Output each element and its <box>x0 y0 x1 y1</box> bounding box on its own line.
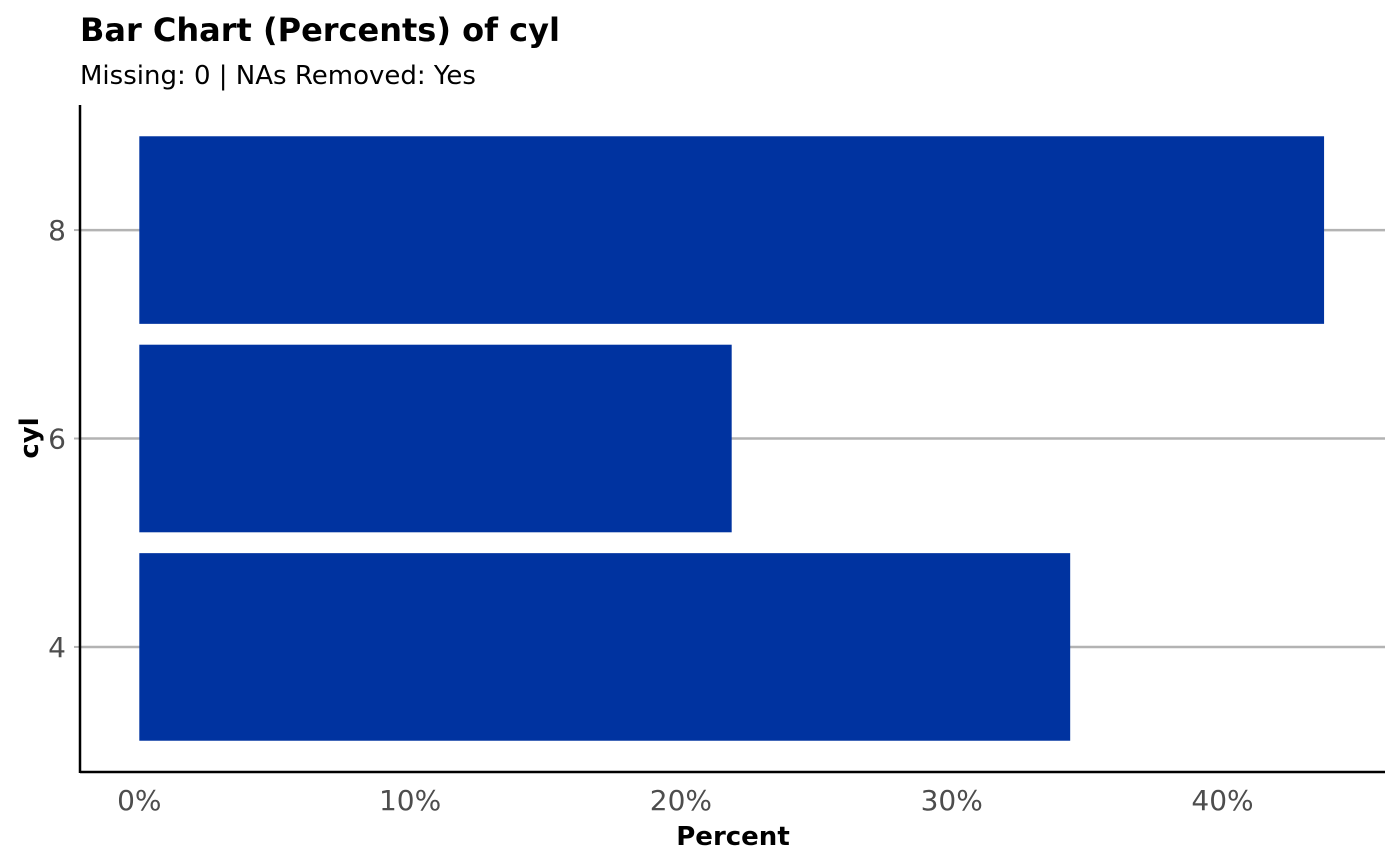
y-tick-label-8: 8 <box>48 214 66 247</box>
x-tick-label-10: 10% <box>379 784 441 817</box>
x-tick-label-30: 30% <box>921 784 983 817</box>
y-tick-label-4: 4 <box>48 631 66 664</box>
bars <box>139 136 1325 741</box>
bar-6 <box>139 344 732 533</box>
x-tick-label-40: 40% <box>1191 784 1253 817</box>
bar-4 <box>139 553 1071 741</box>
x-tick-label-0: 0% <box>117 784 161 817</box>
y-axis-title: cyl <box>15 417 45 458</box>
axes: 4 6 8 0% 10% 20% 30% 40% <box>48 105 1385 817</box>
chart-title: Bar Chart (Percents) of cyl <box>80 11 560 49</box>
chart-subtitle: Missing: 0 | NAs Removed: Yes <box>80 61 476 91</box>
bar-8 <box>139 136 1325 324</box>
x-axis-title: Percent <box>676 822 790 852</box>
y-tick-label-6: 6 <box>48 423 66 456</box>
x-tick-label-20: 20% <box>650 784 712 817</box>
